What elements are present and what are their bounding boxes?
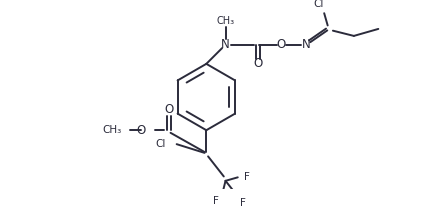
Text: Cl: Cl	[312, 0, 322, 9]
Text: Cl: Cl	[155, 139, 166, 149]
Text: O: O	[253, 57, 262, 70]
Text: F: F	[212, 196, 218, 206]
Text: O: O	[164, 103, 173, 116]
Text: CH₃: CH₃	[102, 125, 121, 135]
Text: CH₃: CH₃	[216, 16, 234, 26]
Text: N: N	[221, 38, 229, 51]
Text: F: F	[243, 172, 249, 182]
Text: N: N	[302, 38, 310, 51]
Text: O: O	[275, 38, 285, 51]
Text: F: F	[240, 198, 246, 206]
Text: O: O	[137, 124, 146, 137]
